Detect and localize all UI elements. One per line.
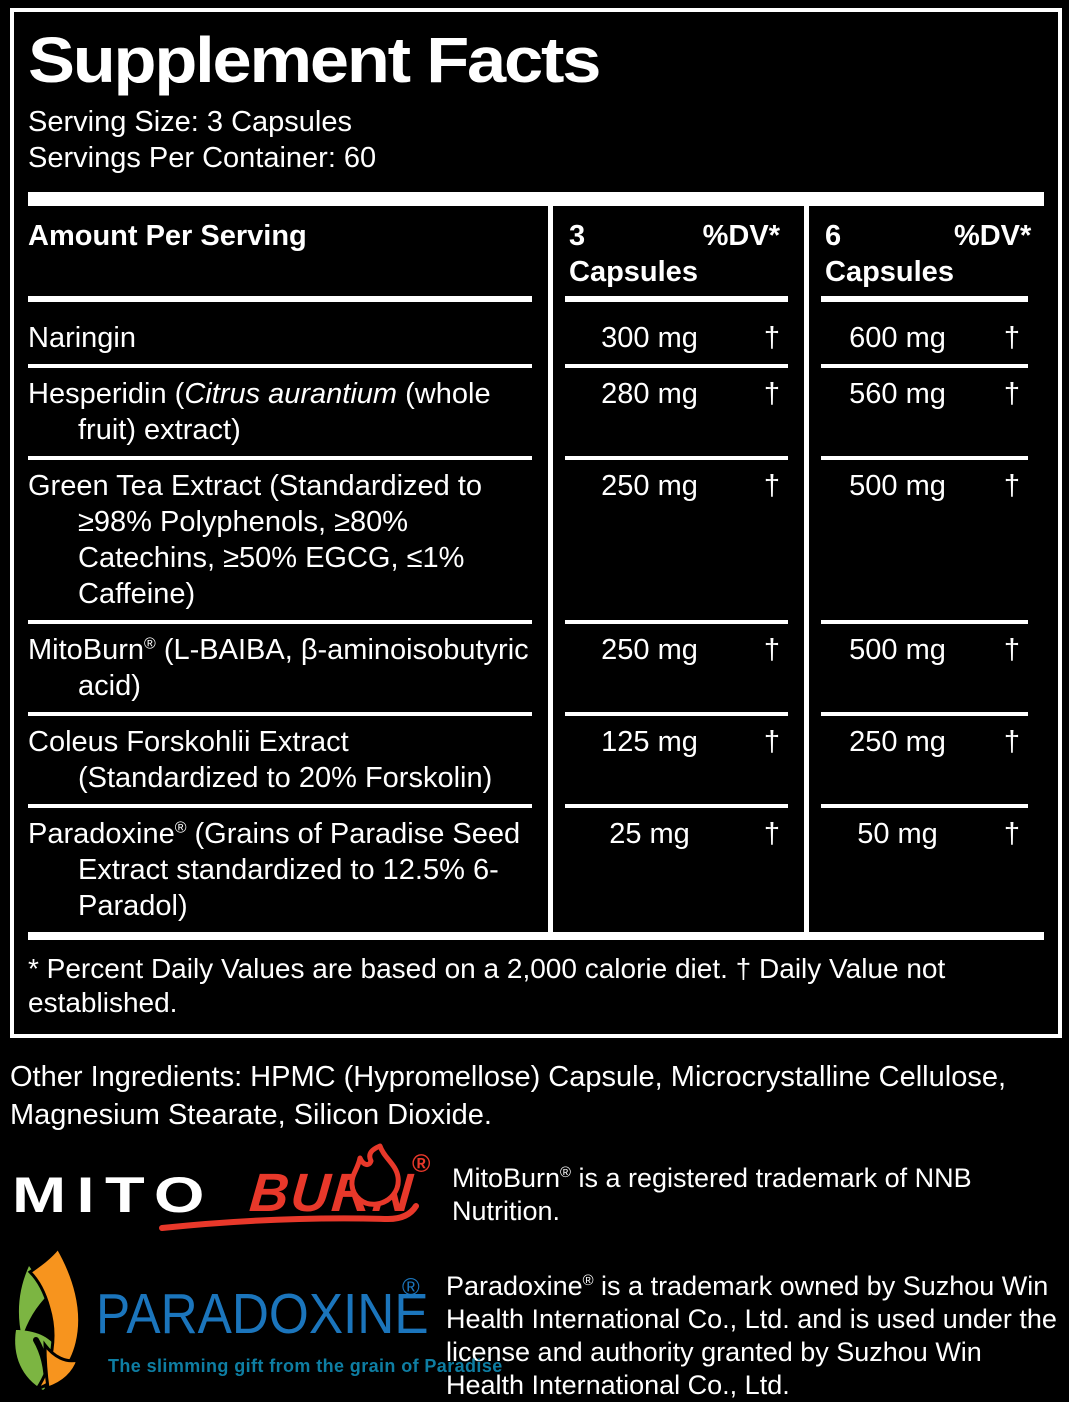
value-group-3caps: 250 mg † (548, 456, 804, 620)
amount-6caps: 250 mg (849, 726, 946, 758)
dv-6caps: † (1003, 470, 1020, 502)
paradoxine-tagline: The slimming gift from the grain of Para… (108, 1356, 503, 1376)
header-dv-1: %DV* (702, 220, 780, 252)
dv-3caps: † (763, 322, 780, 354)
dv-6caps: † (1003, 322, 1020, 354)
table-row: Hesperidin (Citrus aurantium (whole frui… (28, 364, 1044, 456)
paradoxine-trademark-note: Paradoxine® is a trademark owned by Suzh… (446, 1246, 1062, 1402)
dv-6caps: † (1003, 726, 1020, 758)
registered-mark: ® (402, 1274, 420, 1301)
header-underline-mid (548, 296, 804, 308)
header-3-capsules-group: 3 Capsules %DV* (548, 206, 804, 296)
value-group-3caps: 25 mg † (548, 804, 804, 932)
note-pre: MitoBurn (452, 1163, 561, 1193)
thick-divider-top (28, 192, 1044, 206)
mitoburn-trademark-row: MITO BURN ® MitoBurn® is a registered tr… (10, 1143, 1062, 1240)
value-group-3caps: 125 mg † (548, 712, 804, 804)
paradoxine-logo-text: PARADOXINE (96, 1282, 429, 1346)
note-pre: Paradoxine (446, 1271, 583, 1301)
value-group-6caps: 500 mg † (804, 620, 1044, 712)
name-pre: Paradoxine (28, 818, 175, 850)
dv-6caps: † (1003, 378, 1020, 410)
dv-6caps: † (1003, 634, 1020, 666)
ingredient-name: Paradoxine® (Grains of Paradise Seed Ext… (28, 804, 548, 932)
amount-3caps: 280 mg (601, 378, 698, 410)
table-row: MitoBurn® (L-BAIBA, β-aminoisobutyric ac… (28, 620, 1044, 712)
header-3-capsules: 3 Capsules (569, 220, 698, 288)
mitoburn-trademark-note: MitoBurn® is a registered trademark of N… (452, 1162, 1062, 1228)
dv-3caps: † (763, 634, 780, 666)
amount-3caps: 25 mg (609, 818, 690, 850)
table-row: Paradoxine® (Grains of Paradise Seed Ext… (28, 804, 1044, 932)
ingredient-name: Naringin (28, 322, 136, 354)
amount-3caps: 125 mg (601, 726, 698, 758)
amount-6caps: 500 mg (849, 470, 946, 502)
header-6-capsules: 6 Capsules (825, 220, 954, 288)
header-underline-right (804, 296, 1044, 308)
table-row: Green Tea Extract (Standardized to ≥98% … (28, 456, 1044, 620)
header-dv-2: %DV* (953, 220, 1032, 252)
dv-3caps: † (763, 470, 780, 502)
amount-3caps: 250 mg (601, 470, 698, 502)
name-italic: Citrus aurantium (184, 378, 398, 410)
value-group-6caps: 600 mg † (804, 308, 1044, 364)
name-pre: Hesperidin ( (28, 378, 185, 410)
registered-mark: ® (412, 1150, 431, 1178)
paradoxine-trademark-row: PARADOXINE ® The slimming gift from the … (10, 1246, 1062, 1400)
mitoburn-logo: MITO BURN ® (10, 1143, 446, 1240)
table-header-row: Amount Per Serving 3 Capsules %DV* 6 Cap… (28, 206, 1044, 296)
ingredient-name: Hesperidin (Citrus aurantium (whole frui… (28, 364, 548, 456)
serving-size: Serving Size: 3 Capsules (28, 106, 352, 138)
thick-divider-bottom (28, 932, 1044, 940)
registered-mark: ® (582, 1273, 594, 1289)
amount-3caps: 250 mg (601, 634, 698, 666)
amount-3caps: 300 mg (601, 322, 698, 354)
value-group-6caps: 50 mg † (804, 804, 1044, 932)
header-6-capsules-group: 6 Capsules %DV* (804, 206, 1044, 296)
registered-mark: ® (144, 635, 156, 653)
name-post: (Grains of Paradise Seed Extract standar… (78, 818, 521, 922)
dv-3caps: † (763, 818, 780, 850)
amount-6caps: 500 mg (849, 634, 946, 666)
dv-3caps: † (763, 726, 780, 758)
ingredient-name: Green Tea Extract (Standardized to ≥98% … (28, 456, 548, 620)
registered-mark: ® (174, 819, 187, 837)
header-underline-row (28, 296, 1044, 308)
value-group-3caps: 300 mg † (548, 308, 804, 364)
ingredient-name: Coleus Forskohlii Extract (Standardized … (28, 712, 548, 804)
name-post: (L-BAIBA, β-aminoisobutyric acid) (78, 634, 529, 702)
amount-6caps: 50 mg (857, 818, 938, 850)
value-group-3caps: 280 mg † (548, 364, 804, 456)
value-group-3caps: 250 mg † (548, 620, 804, 712)
supplement-facts-panel: Supplement Facts Serving Size: 3 Capsule… (10, 8, 1062, 1038)
servings-per-container: Servings Per Container: 60 (28, 142, 377, 174)
amount-6caps: 600 mg (849, 322, 946, 354)
registered-mark: ® (560, 1165, 571, 1181)
value-group-6caps: 560 mg † (804, 364, 1044, 456)
header-amount-per-serving: Amount Per Serving (28, 220, 307, 252)
table-row: Naringin 300 mg † 600 mg † (28, 308, 1044, 364)
ingredient-name: MitoBurn® (L-BAIBA, β-aminoisobutyric ac… (28, 620, 548, 712)
table-row: Coleus Forskohlii Extract (Standardized … (28, 712, 1044, 804)
dv-3caps: † (763, 378, 780, 410)
name-pre: MitoBurn (28, 634, 145, 666)
value-group-6caps: 250 mg † (804, 712, 1044, 804)
dv-6caps: † (1003, 818, 1020, 850)
daily-value-footnote: * Percent Daily Values are based on a 2,… (28, 953, 946, 1018)
paradoxine-logo: PARADOXINE ® The slimming gift from the … (10, 1246, 502, 1391)
other-ingredients: Other Ingredients: HPMC (Hypromellose) C… (10, 1061, 1007, 1131)
flame-icon (159, 1143, 419, 1231)
name-post: (whole fruit) extract) (78, 378, 491, 446)
value-group-6caps: 500 mg † (804, 456, 1044, 620)
panel-title: Supplement Facts (28, 24, 601, 96)
header-underline-left (28, 296, 548, 308)
amount-6caps: 560 mg (849, 378, 946, 410)
